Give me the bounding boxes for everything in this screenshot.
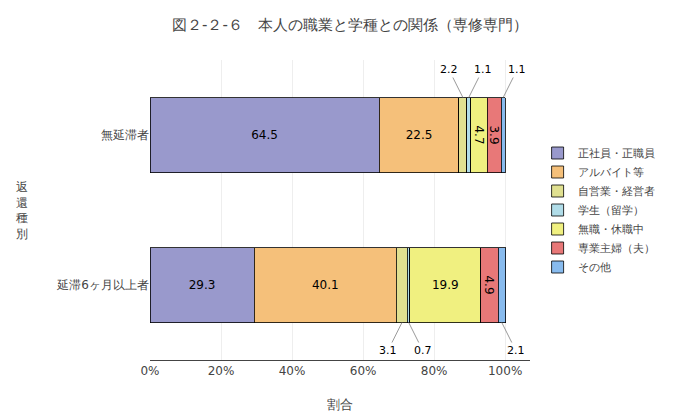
svg-text:40%: 40% bbox=[279, 364, 306, 378]
svg-text:延滞6ヶ月以上者: 延滞6ヶ月以上者 bbox=[56, 278, 149, 292]
svg-text:80%: 80% bbox=[421, 364, 448, 378]
svg-text:60%: 60% bbox=[350, 364, 377, 378]
svg-text:割合: 割合 bbox=[327, 397, 353, 412]
svg-text:無延滞者: 無延滞者 bbox=[101, 128, 149, 142]
svg-text:3.9: 3.9 bbox=[487, 125, 501, 144]
svg-text:40.1: 40.1 bbox=[312, 278, 339, 292]
svg-text:その他: その他 bbox=[578, 261, 611, 274]
svg-text:0.7: 0.7 bbox=[414, 344, 432, 357]
svg-text:64.5: 64.5 bbox=[251, 128, 278, 142]
svg-text:19.9: 19.9 bbox=[432, 278, 459, 292]
svg-text:自営業・経営者: 自営業・経営者 bbox=[578, 185, 655, 198]
svg-text:1.1: 1.1 bbox=[508, 63, 526, 76]
svg-text:学生（留学）: 学生（留学） bbox=[578, 204, 644, 217]
svg-text:1.1: 1.1 bbox=[474, 63, 492, 76]
svg-text:29.3: 29.3 bbox=[189, 278, 216, 292]
svg-text:4.7: 4.7 bbox=[472, 125, 486, 144]
svg-text:2.2: 2.2 bbox=[440, 63, 458, 76]
svg-text:4.9: 4.9 bbox=[482, 275, 496, 294]
svg-text:2.1: 2.1 bbox=[507, 344, 525, 357]
svg-text:専業主婦（夫）: 専業主婦（夫） bbox=[578, 242, 655, 255]
svg-text:返還種別: 返還種別 bbox=[16, 180, 28, 241]
svg-text:20%: 20% bbox=[208, 364, 235, 378]
svg-text:正社員・正職員: 正社員・正職員 bbox=[578, 147, 655, 160]
svg-text:アルバイト等: アルバイト等 bbox=[578, 166, 644, 179]
svg-text:0%: 0% bbox=[140, 364, 159, 378]
svg-text:100%: 100% bbox=[488, 364, 522, 378]
svg-text:3.1: 3.1 bbox=[379, 344, 397, 357]
svg-text:22.5: 22.5 bbox=[406, 128, 433, 142]
svg-text:無職・休職中: 無職・休職中 bbox=[578, 223, 644, 236]
svg-text:図２-２-６ 本人の職業と学種との関係（専修専門）: 図２-２-６ 本人の職業と学種との関係（専修専門） bbox=[172, 16, 528, 34]
